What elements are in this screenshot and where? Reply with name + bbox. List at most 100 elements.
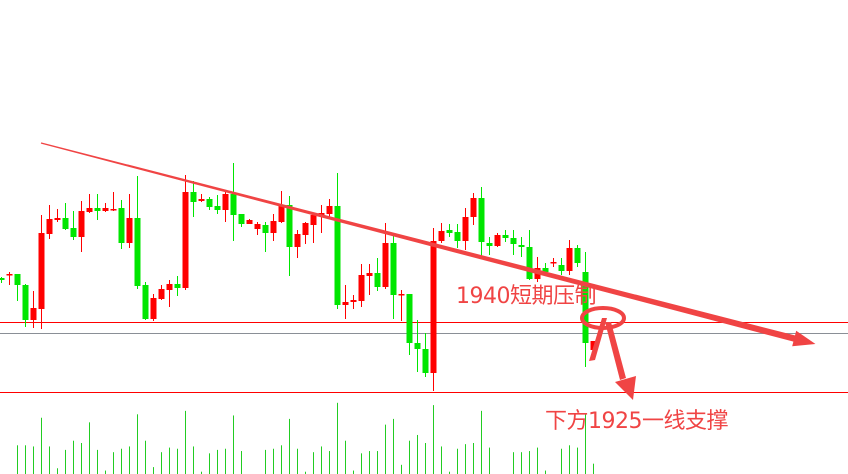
volume-bar <box>57 468 58 474</box>
candle-down <box>390 243 397 295</box>
volume-bar <box>113 452 114 474</box>
volume-bar <box>233 415 234 474</box>
candle-up <box>182 192 189 288</box>
volume-bar <box>25 445 26 474</box>
candle-down <box>526 247 533 279</box>
candle-down <box>542 268 549 272</box>
volume-bar <box>289 418 290 474</box>
volume-bar <box>209 453 210 474</box>
candle-up <box>102 208 109 211</box>
candle-up <box>158 289 165 299</box>
candle-down <box>502 235 509 238</box>
candle-up <box>278 205 285 222</box>
candle-up <box>342 302 349 305</box>
volume-bar <box>369 451 370 474</box>
volume-bar <box>241 451 242 474</box>
candle-down <box>22 285 29 320</box>
volume-bar <box>409 440 410 474</box>
volume-bar <box>513 452 514 474</box>
callout-arrow-tail <box>589 318 607 361</box>
candle-up <box>438 231 445 241</box>
candle-up <box>78 211 85 237</box>
volume-bar <box>385 424 386 474</box>
trendline-arrowhead <box>792 330 816 347</box>
candle-up <box>38 233 45 309</box>
volume-bar <box>433 405 434 474</box>
volume-bar <box>441 446 442 474</box>
volume-bar <box>561 448 562 474</box>
volume-bar <box>577 447 578 474</box>
volume-bar <box>49 446 50 474</box>
candle-down <box>262 225 269 233</box>
callout-arrow-shaft <box>605 322 626 380</box>
volume-bar <box>417 434 418 474</box>
volume-bar <box>169 447 170 474</box>
support-annotation: 下方1925一线支撑 <box>545 409 729 434</box>
volume-bar <box>121 448 122 474</box>
candle-up <box>462 217 469 241</box>
volume-bar <box>329 451 330 474</box>
volume-bar <box>97 449 98 474</box>
candle-up <box>86 208 93 212</box>
candle-up <box>54 218 61 220</box>
volume-bar <box>529 451 530 474</box>
volume-bar <box>593 463 594 474</box>
candle-up <box>350 300 357 302</box>
volume-bar <box>81 443 82 474</box>
volume-bar <box>545 470 546 474</box>
volume-bar <box>473 443 474 474</box>
candle-down <box>206 199 213 207</box>
volume-bar <box>201 471 202 474</box>
volume-bar <box>321 446 322 474</box>
volume-bar <box>137 414 138 474</box>
candle-up <box>46 219 53 234</box>
candle-up <box>550 262 557 264</box>
volume-bar <box>265 449 266 474</box>
candle-up <box>246 220 253 224</box>
volume-bar <box>193 446 194 474</box>
volume-bar <box>161 452 162 474</box>
candle-down <box>0 278 5 280</box>
volume-bar <box>521 452 522 474</box>
candle-up <box>198 199 205 201</box>
volume-bar <box>465 444 466 474</box>
candle-down <box>70 228 77 237</box>
callout-arrowhead <box>615 376 636 400</box>
volume-bar <box>297 448 298 474</box>
candle-up <box>494 235 501 246</box>
candle-down <box>190 192 197 202</box>
candle-up <box>430 241 437 373</box>
candle-down <box>238 214 245 224</box>
candle-up <box>398 294 405 296</box>
volume-bar <box>17 445 18 474</box>
candle-down <box>446 230 453 233</box>
volume-bar <box>585 413 586 474</box>
candle-down <box>478 198 485 242</box>
candle-down <box>454 232 461 241</box>
candle-down <box>486 243 493 246</box>
candle-up <box>30 308 37 320</box>
volume-bar <box>377 451 378 474</box>
candle-up <box>326 206 333 214</box>
candle-up <box>126 218 133 243</box>
volume-bar <box>129 446 130 474</box>
volume-bar <box>401 464 402 474</box>
volume-bar <box>225 448 226 474</box>
candle-up <box>566 248 573 271</box>
candle-up <box>110 209 117 211</box>
candle-down <box>286 205 293 247</box>
volume-bar <box>393 418 394 474</box>
volume-bar <box>105 470 106 474</box>
volume-bar <box>185 410 186 474</box>
candle-up <box>166 284 173 290</box>
candle-down <box>134 218 141 286</box>
volume-bar <box>537 447 538 474</box>
candle-down <box>214 206 221 210</box>
candle-up <box>302 223 309 235</box>
volume-bar <box>177 448 178 474</box>
volume-bar <box>217 449 218 474</box>
volume-bar <box>305 471 306 474</box>
volume-bar <box>361 453 362 474</box>
candle-down <box>118 208 125 243</box>
candle-up <box>358 275 365 301</box>
